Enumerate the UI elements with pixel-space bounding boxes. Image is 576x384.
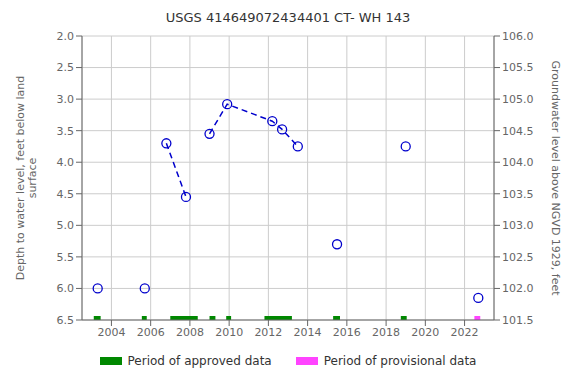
- svg-text:103.5: 103.5: [502, 188, 534, 201]
- svg-text:104.5: 104.5: [502, 125, 534, 138]
- svg-text:6.0: 6.0: [57, 282, 75, 295]
- svg-text:2014: 2014: [294, 326, 322, 339]
- svg-text:2.5: 2.5: [57, 61, 75, 74]
- svg-text:105.0: 105.0: [502, 93, 534, 106]
- svg-text:2018: 2018: [372, 326, 400, 339]
- svg-text:3.0: 3.0: [57, 93, 75, 106]
- svg-text:103.0: 103.0: [502, 219, 534, 232]
- svg-text:3.5: 3.5: [57, 125, 75, 138]
- svg-text:2016: 2016: [333, 326, 361, 339]
- svg-text:6.5: 6.5: [57, 314, 75, 327]
- html-text:Period of approved data: Period of approved data: [127, 354, 272, 368]
- svg-text:102.0: 102.0: [502, 282, 534, 295]
- svg-text:5.0: 5.0: [57, 219, 75, 232]
- svg-text:105.5: 105.5: [502, 61, 534, 74]
- svg-text:2006: 2006: [137, 326, 165, 339]
- svg-text:2008: 2008: [176, 326, 204, 339]
- svg-text:Depth to water level, feet bel: Depth to water level, feet below landsur…: [14, 76, 39, 281]
- svg-text:4.5: 4.5: [57, 188, 75, 201]
- html-text:Period of provisional data: Period of provisional data: [323, 354, 477, 368]
- svg-text:2012: 2012: [254, 326, 282, 339]
- svg-text:106.0: 106.0: [502, 30, 534, 43]
- svg-text:2010: 2010: [215, 326, 243, 339]
- html-text:USGS 414649072434401 CT- WH 14: USGS 414649072434401 CT- WH 143: [165, 10, 411, 25]
- svg-text:Groundwater level above NGVD 1: Groundwater level above NGVD 1929, feet: [549, 60, 562, 296]
- svg-text:101.5: 101.5: [502, 314, 534, 327]
- svg-text:2.0: 2.0: [57, 30, 75, 43]
- svg-text:2004: 2004: [97, 326, 125, 339]
- svg-text:104.0: 104.0: [502, 156, 534, 169]
- svg-text:102.5: 102.5: [502, 251, 534, 264]
- svg-text:4.0: 4.0: [57, 156, 75, 169]
- svg-text:2022: 2022: [451, 326, 479, 339]
- svg-text:5.5: 5.5: [57, 251, 75, 264]
- svg-text:2020: 2020: [411, 326, 439, 339]
